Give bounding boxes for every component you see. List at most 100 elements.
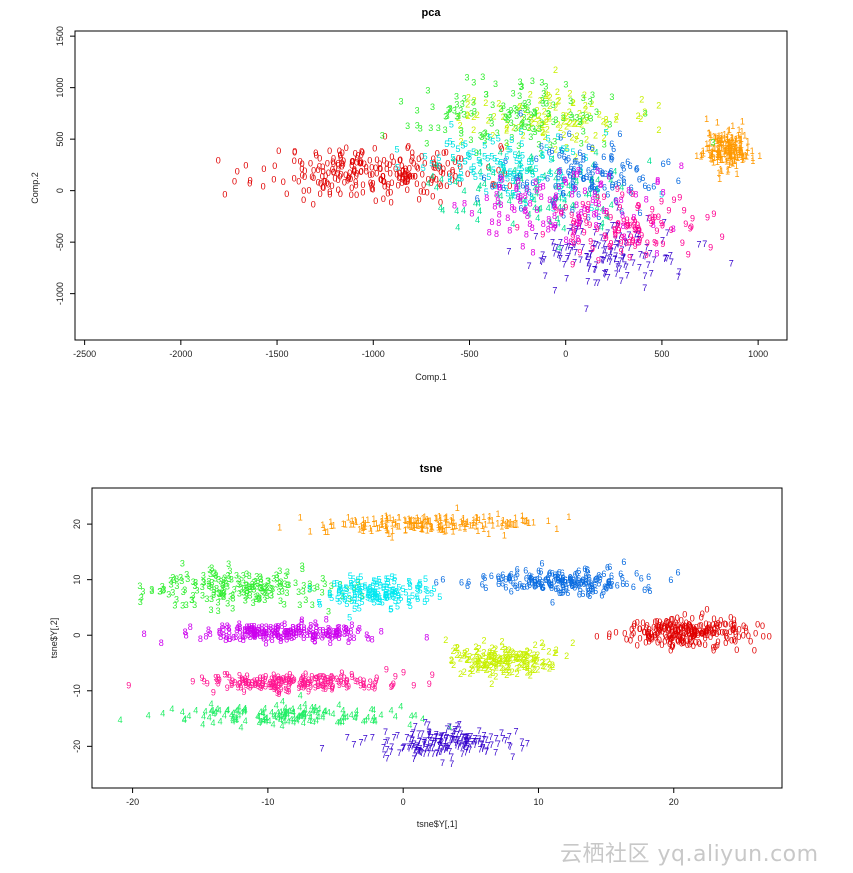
pca-point-digit-7: 7 (642, 271, 647, 281)
tsne-point-digit-9: 9 (334, 674, 339, 684)
tsne-point-digit-0: 0 (728, 620, 733, 630)
pca-point-digit-5: 5 (498, 175, 503, 185)
tsne-point-digit-2: 2 (535, 665, 540, 675)
tsne-point-digit-8: 8 (159, 638, 164, 648)
pca-point-digit-2: 2 (561, 130, 566, 140)
pca-point-digit-1: 1 (727, 143, 732, 153)
tsne-point-digit-9: 9 (302, 680, 307, 690)
pca-point-digit-0: 0 (359, 158, 364, 168)
pca-point-digit-5: 5 (517, 154, 522, 164)
tsne-y-tick-label: 20 (72, 519, 82, 529)
tsne-point-digit-0: 0 (697, 639, 702, 649)
pca-point-digit-3: 3 (519, 121, 524, 131)
pca-point-digit-6: 6 (619, 207, 624, 217)
tsne-point-digit-0: 0 (629, 631, 634, 641)
pca-point-digit-1: 1 (731, 147, 736, 157)
pca-point-digit-1: 1 (701, 146, 706, 156)
tsne-point-digit-4: 4 (255, 712, 260, 722)
pca-point-digit-8: 8 (509, 202, 514, 212)
pca-point-digit-6: 6 (503, 156, 508, 166)
pca-point-digit-5: 5 (459, 173, 464, 183)
pca-point-digit-9: 9 (627, 252, 632, 262)
pca-point-digit-1: 1 (716, 168, 721, 178)
pca-point-digit-3: 3 (405, 121, 410, 131)
pca-point-digit-6: 6 (571, 166, 576, 176)
pca-point-digit-9: 9 (630, 237, 635, 247)
pca-point-digit-5: 5 (512, 169, 517, 179)
pca-point-digit-1: 1 (715, 148, 720, 158)
pca-point-digit-4: 4 (518, 196, 523, 206)
pca-point-digit-0: 0 (340, 148, 345, 158)
pca-point-digit-3: 3 (520, 118, 525, 128)
pca-point-digit-0: 0 (405, 174, 410, 184)
tsne-point-digit-5: 5 (343, 583, 348, 593)
pca-point-digit-1: 1 (715, 157, 720, 167)
tsne-point-digit-5: 5 (423, 574, 428, 584)
pca-point-digit-0: 0 (399, 161, 404, 171)
pca-point-digit-8: 8 (496, 218, 501, 228)
pca-point-digit-6: 6 (617, 129, 622, 139)
tsne-point-digit-1: 1 (481, 512, 486, 522)
pca-point-digit-0: 0 (382, 181, 387, 191)
tsne-point-digit-3: 3 (282, 600, 287, 610)
tsne-point-digit-0: 0 (668, 633, 673, 643)
pca-point-digit-0: 0 (396, 173, 401, 183)
pca-point-digit-5: 5 (504, 169, 509, 179)
pca-point-digit-6: 6 (570, 177, 575, 187)
pca-point-digit-1: 1 (727, 156, 732, 166)
pca-point-digit-4: 4 (647, 156, 652, 166)
tsne-point-digit-5: 5 (377, 592, 382, 602)
pca-point-digit-5: 5 (503, 184, 508, 194)
tsne-point-digit-0: 0 (673, 623, 678, 633)
pca-point-digit-0: 0 (388, 187, 393, 197)
tsne-point-digit-6: 6 (523, 566, 528, 576)
pca-point-digit-7: 7 (566, 242, 571, 252)
tsne-point-digit-1: 1 (328, 517, 333, 527)
pca-point-digit-1: 1 (710, 149, 715, 159)
pca-point-digit-5: 5 (471, 147, 476, 157)
pca-point-digit-4: 4 (571, 172, 576, 182)
tsne-point-digit-0: 0 (594, 632, 599, 642)
pca-point-digit-7: 7 (538, 256, 543, 266)
pca-point-digit-0: 0 (320, 162, 325, 172)
pca-point-digit-0: 0 (414, 162, 419, 172)
tsne-point-digit-0: 0 (648, 634, 653, 644)
pca-point-digit-9: 9 (559, 209, 564, 219)
tsne-point-digit-0: 0 (690, 631, 695, 641)
tsne-point-digit-9: 9 (273, 682, 278, 692)
tsne-point-digit-0: 0 (679, 629, 684, 639)
pca-point-digit-5: 5 (489, 152, 494, 162)
pca-point-digit-3: 3 (483, 90, 488, 100)
pca-point-digit-8: 8 (582, 186, 587, 196)
pca-point-digit-4: 4 (455, 223, 460, 233)
pca-point-digit-7: 7 (636, 230, 641, 240)
pca-point-digit-0: 0 (261, 182, 266, 192)
pca-point-digit-0: 0 (444, 148, 449, 158)
tsne-point-digit-8: 8 (264, 628, 269, 638)
pca-point-digit-4: 4 (477, 206, 482, 216)
pca-point-digit-0: 0 (400, 173, 405, 183)
pca-point-digit-0: 0 (382, 177, 387, 187)
pca-point-digit-3: 3 (478, 131, 483, 141)
tsne-point-digit-4: 4 (311, 717, 316, 727)
pca-point-digit-2: 2 (533, 114, 538, 124)
tsne-point-digit-0: 0 (652, 631, 657, 641)
pca-point-digit-8: 8 (570, 189, 575, 199)
pca-point-digit-1: 1 (717, 138, 722, 148)
tsne-point-digit-2: 2 (449, 655, 454, 665)
pca-point-digit-2: 2 (472, 96, 477, 106)
tsne-point-digit-3: 3 (310, 600, 315, 610)
pca-point-digit-3: 3 (499, 104, 504, 114)
pca-point-digit-6: 6 (481, 173, 486, 183)
tsne-point-digit-4: 4 (186, 711, 191, 721)
tsne-point-digit-6: 6 (553, 584, 558, 594)
pca-point-digit-1: 1 (727, 141, 732, 151)
pca-point-digit-9: 9 (515, 222, 520, 232)
pca-point-digit-8: 8 (558, 207, 563, 217)
pca-point-digit-2: 2 (520, 114, 525, 124)
pca-point-digit-5: 5 (490, 137, 495, 147)
pca-point-digit-1: 1 (732, 145, 737, 155)
pca-point-digit-6: 6 (517, 172, 522, 182)
pca-point-digit-0: 0 (447, 169, 452, 179)
